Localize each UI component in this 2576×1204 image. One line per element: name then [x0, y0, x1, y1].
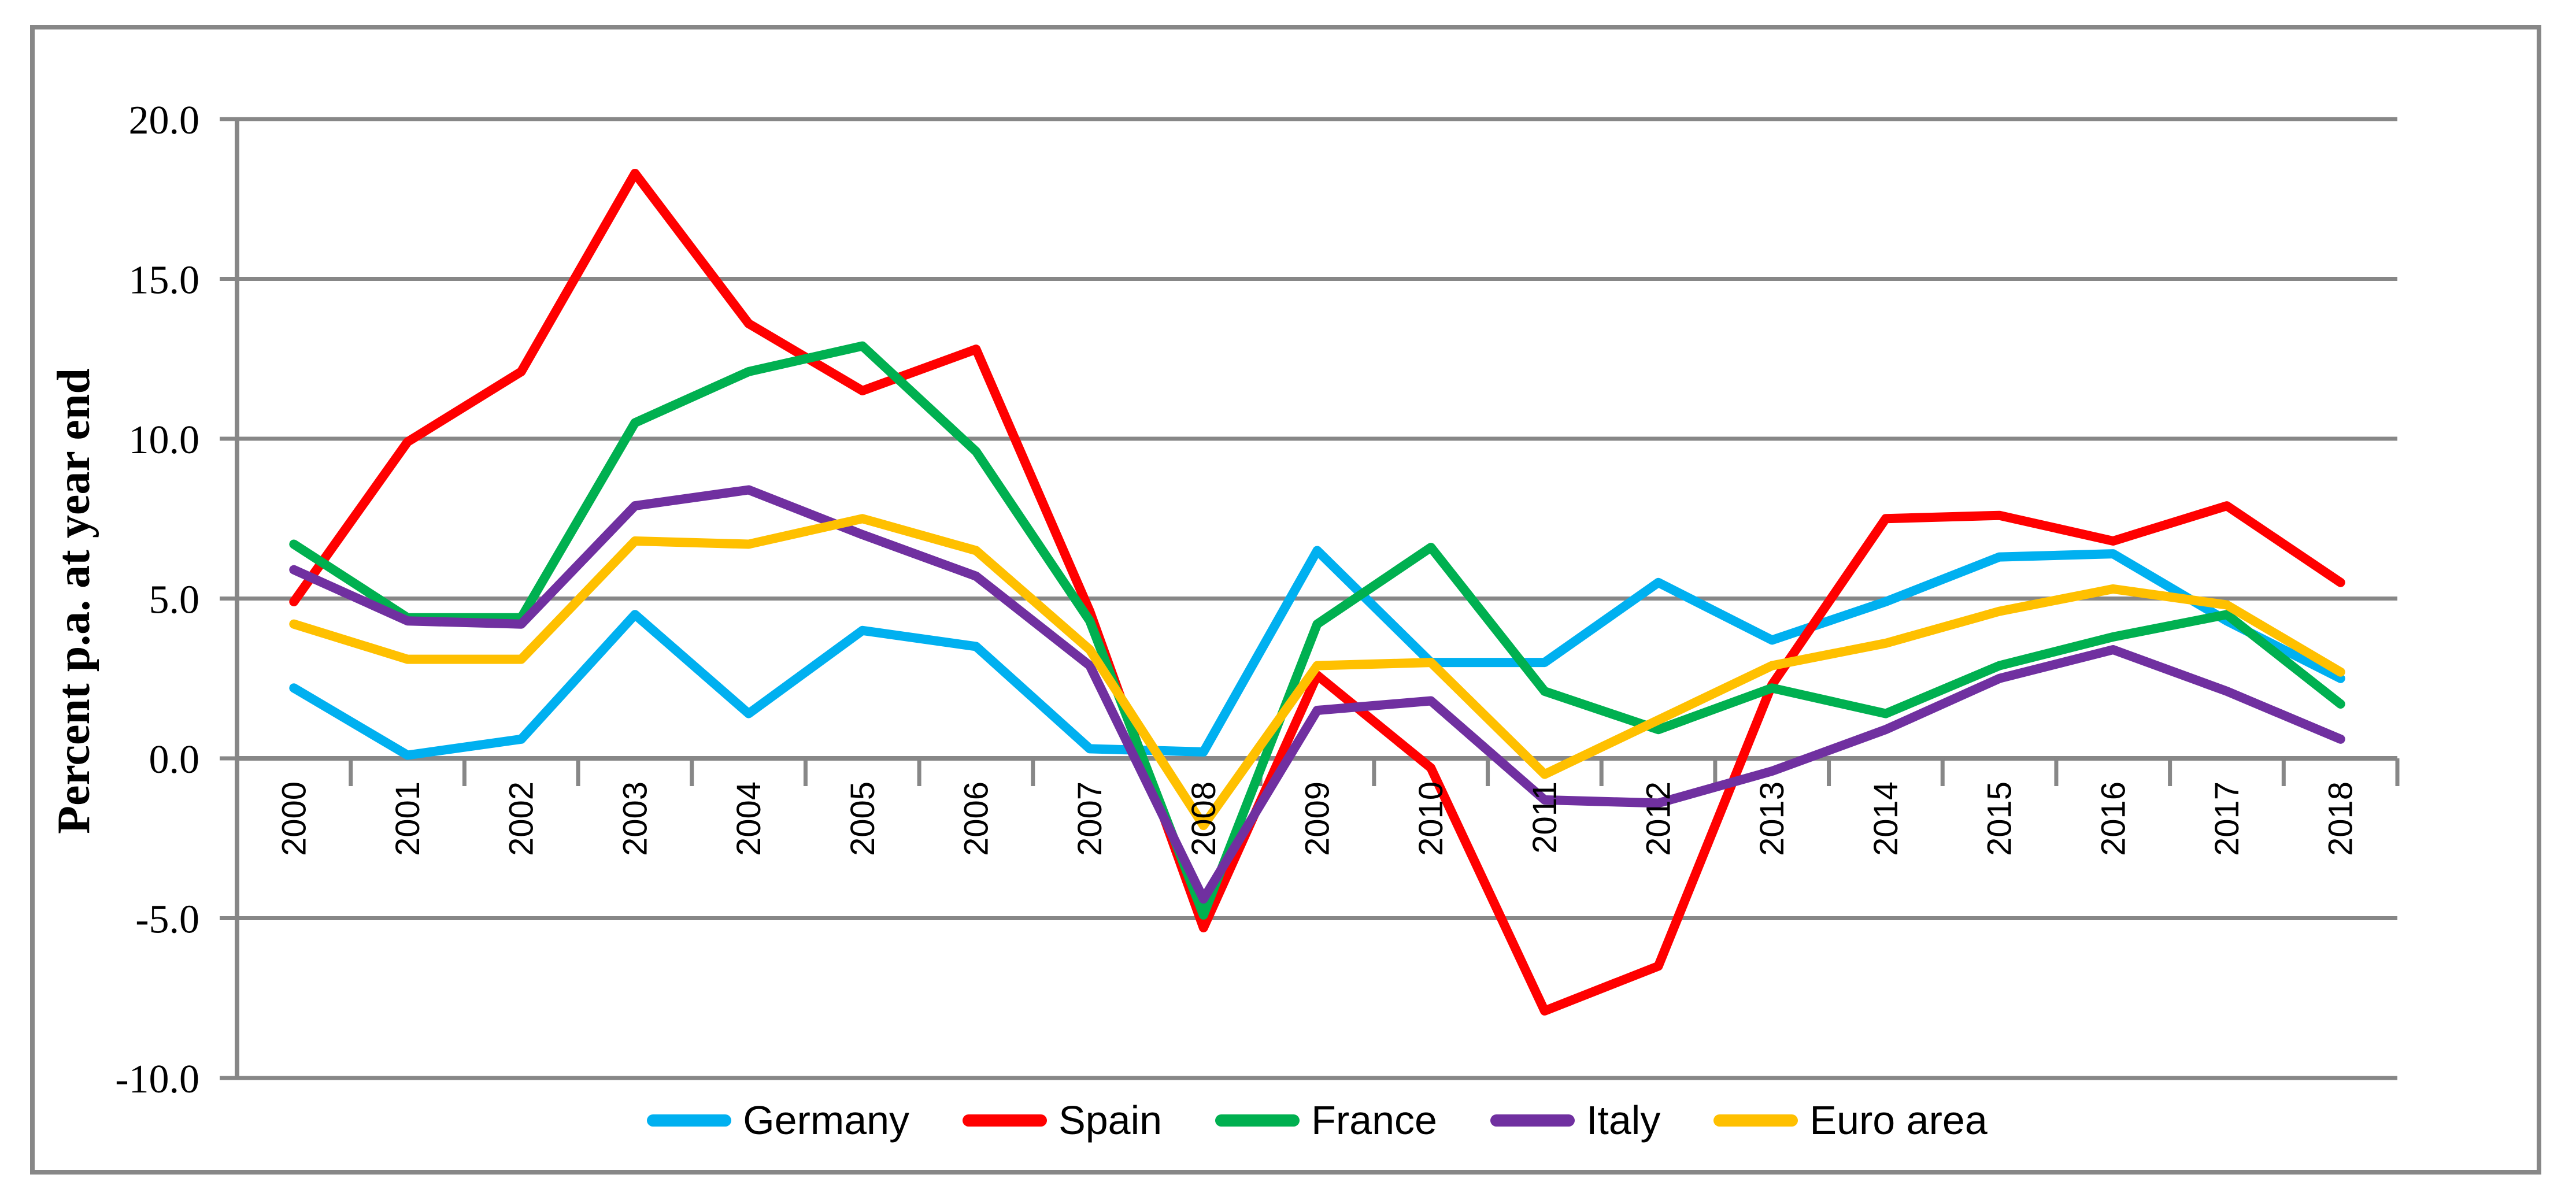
legend-item-euro-area: Euro area	[1713, 1100, 1987, 1140]
legend-item-germany: Germany	[647, 1100, 909, 1140]
y-tick-label: 0.0	[149, 738, 200, 782]
legend-swatch	[647, 1114, 732, 1127]
legend-swatch	[1490, 1114, 1575, 1127]
x-tick-label: 2004	[730, 781, 768, 856]
y-tick-label: 20.0	[129, 98, 200, 143]
legend-label: Spain	[1058, 1098, 1163, 1143]
y-tick-label: 15.0	[129, 258, 200, 303]
legend-item-france: France	[1215, 1100, 1437, 1140]
x-tick-label: 2003	[616, 781, 654, 856]
y-axis-title: Percent p.a. at year end	[49, 368, 99, 834]
x-tick-label: 2013	[1753, 781, 1791, 856]
legend-label: France	[1311, 1098, 1437, 1143]
x-tick-label: 2011	[1526, 781, 1564, 854]
x-tick-label: 2000	[275, 781, 313, 856]
x-tick-label: 2010	[1412, 781, 1450, 856]
x-tick-label: 2014	[1867, 781, 1905, 856]
x-tick-label: 2018	[2322, 781, 2360, 856]
chart-border	[30, 25, 2541, 1175]
legend-label: Germany	[743, 1098, 910, 1143]
legend: Germany Spain France Italy Euro area	[237, 1094, 2397, 1146]
y-tick-label: 5.0	[149, 578, 200, 623]
legend-swatch	[963, 1114, 1048, 1127]
x-tick-label: 2015	[1981, 781, 2019, 856]
series-line-germany	[289, 546, 2345, 760]
series-line-euro-area	[289, 514, 2345, 831]
legend-swatch	[1215, 1114, 1300, 1127]
x-tick-label: 2016	[2094, 781, 2132, 856]
x-tick-label: 2017	[2208, 781, 2246, 856]
x-tick-label: 2009	[1299, 781, 1337, 856]
x-tick-label: 2012	[1640, 781, 1678, 856]
x-tick-label: 2005	[844, 781, 882, 856]
legend-label: Italy	[1586, 1098, 1661, 1143]
x-tick-label: 2008	[1185, 781, 1223, 856]
y-tick-label: -5.0	[135, 898, 199, 942]
y-tick-label: 10.0	[129, 418, 200, 462]
series-line-france	[289, 341, 2345, 920]
series-line-spain	[289, 169, 2345, 1016]
x-tick-label: 2006	[957, 781, 995, 856]
legend-item-spain: Spain	[963, 1100, 1162, 1140]
x-tick-label: 2001	[389, 781, 427, 856]
legend-label: Euro area	[1809, 1098, 1987, 1143]
legend-item-italy: Italy	[1490, 1100, 1660, 1140]
x-tick-label: 2002	[503, 781, 541, 856]
legend-swatch	[1713, 1114, 1798, 1127]
series-line-italy	[289, 485, 2345, 904]
y-tick-label: -10.0	[115, 1057, 199, 1102]
x-tick-label: 2007	[1071, 781, 1109, 856]
